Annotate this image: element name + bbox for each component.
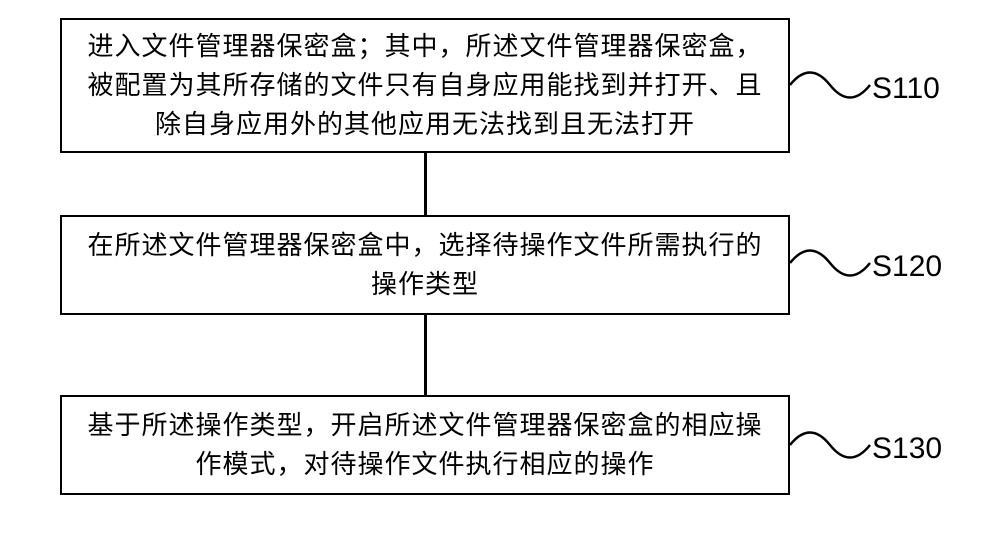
flowchart-container: 进入文件管理器保密盒；其中，所述文件管理器保密盒，被配置为其所存储的文件只有自身… bbox=[0, 0, 1000, 551]
connector-2-3 bbox=[424, 315, 427, 395]
step-2-label: S120 bbox=[872, 250, 942, 284]
step-3-label: S130 bbox=[872, 432, 942, 466]
flowchart-step-2: 在所述文件管理器保密盒中，选择待操作文件所需执行的操作类型 bbox=[60, 215, 790, 315]
step-2-text: 在所述文件管理器保密盒中，选择待操作文件所需执行的操作类型 bbox=[82, 226, 768, 304]
step-1-label: S110 bbox=[872, 72, 940, 106]
flowchart-step-3: 基于所述操作类型，开启所述文件管理器保密盒的相应操作模式，对待操作文件执行相应的… bbox=[60, 395, 790, 495]
connector-1-2 bbox=[424, 153, 427, 215]
flowchart-step-1: 进入文件管理器保密盒；其中，所述文件管理器保密盒，被配置为其所存储的文件只有自身… bbox=[60, 18, 790, 153]
label-connector-2 bbox=[790, 233, 875, 293]
label-connector-3 bbox=[790, 415, 875, 475]
step-3-text: 基于所述操作类型，开启所述文件管理器保密盒的相应操作模式，对待操作文件执行相应的… bbox=[82, 406, 768, 484]
step-1-text: 进入文件管理器保密盒；其中，所述文件管理器保密盒，被配置为其所存储的文件只有自身… bbox=[82, 27, 768, 144]
label-connector-1 bbox=[790, 55, 875, 115]
